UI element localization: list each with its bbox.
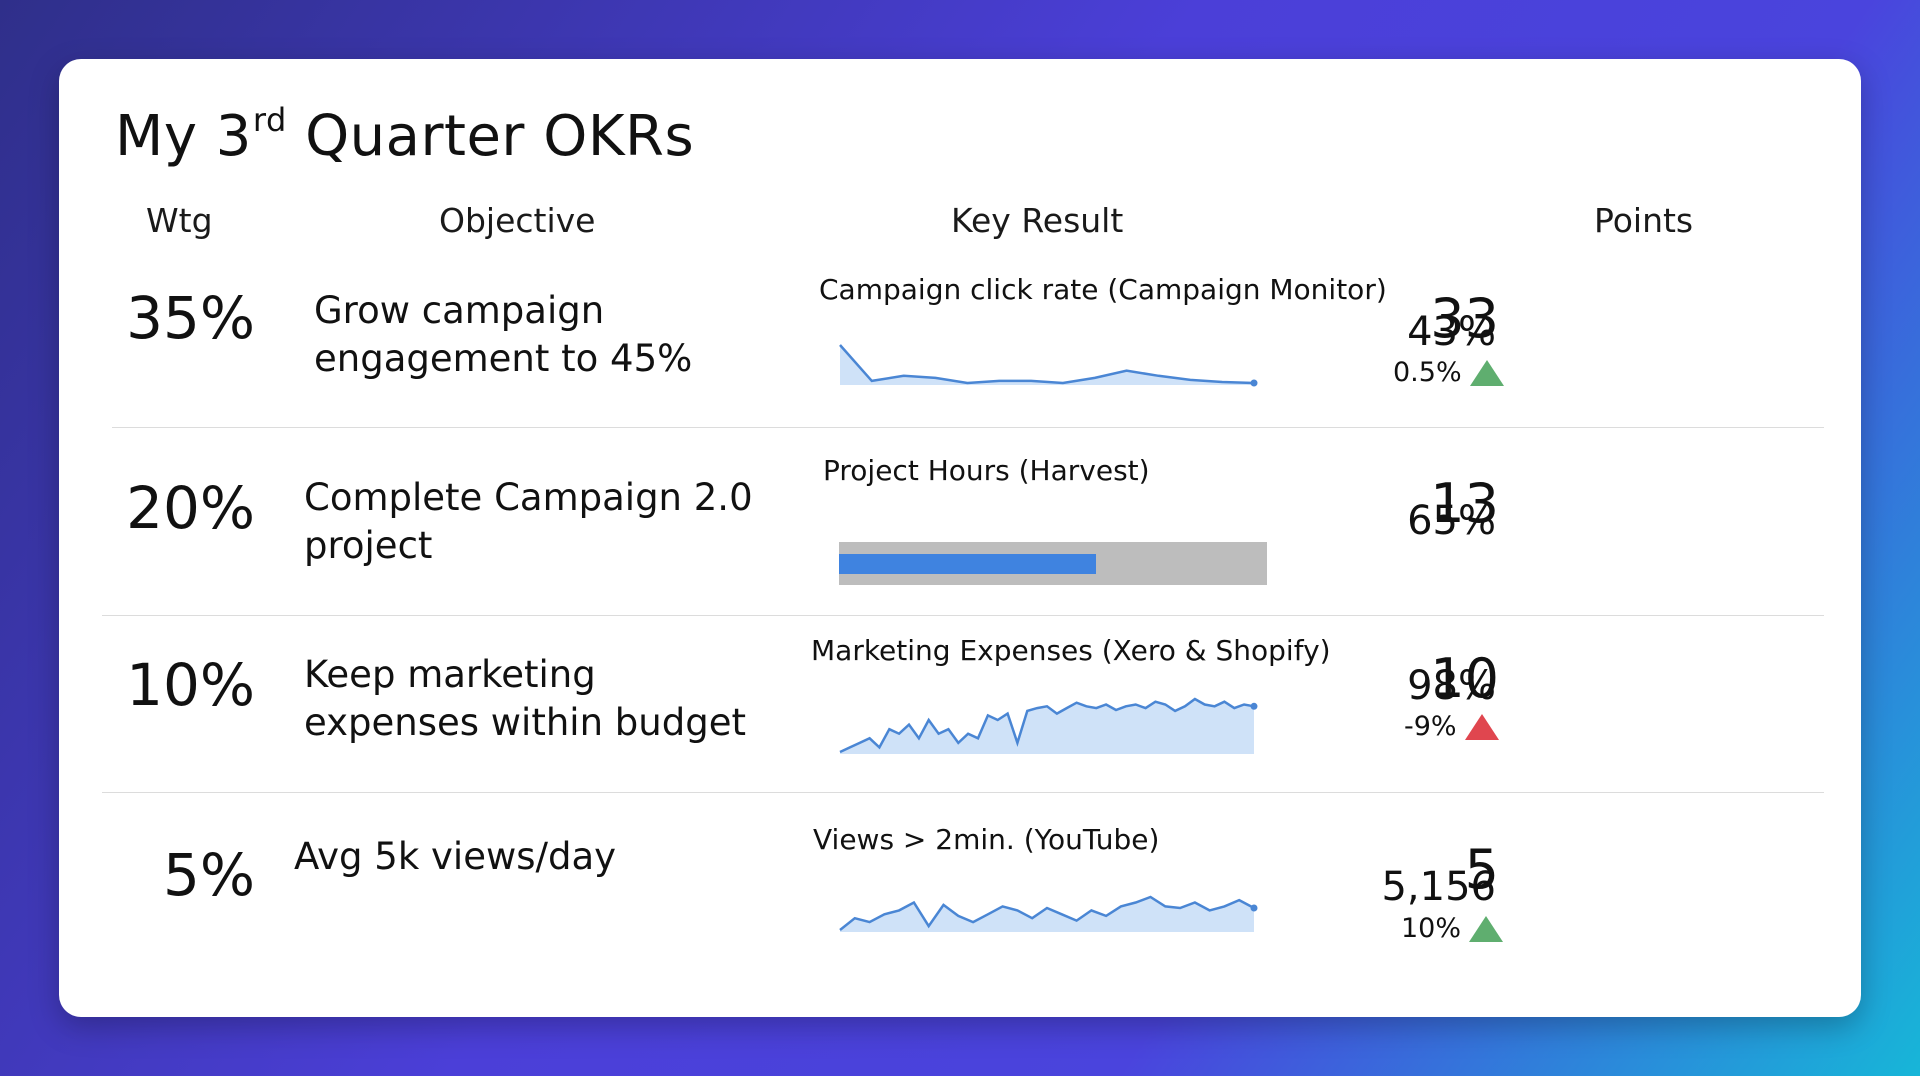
delta-text: 0.5% (1393, 357, 1462, 388)
row-objective: Avg 5k views/day (294, 833, 616, 881)
delta-text: -9% (1404, 711, 1457, 742)
page-title: My 3rd Quarter OKRs (115, 101, 695, 169)
row-divider (102, 615, 1824, 616)
row-objective: Grow campaign engagement to 45% (314, 287, 692, 383)
kr-value: 65% (1407, 498, 1496, 544)
kr-label: Project Hours (Harvest) (823, 454, 1150, 487)
row-divider (112, 427, 1824, 428)
delta-text: 10% (1401, 913, 1462, 944)
title-superscript: rd (252, 101, 287, 139)
row-weight: 10% (126, 651, 255, 719)
row-weight: 20% (126, 474, 255, 542)
objective-line-1: Grow campaign (314, 289, 605, 332)
row-points: 33 (1430, 287, 1499, 350)
kr-delta: -9% (1404, 711, 1499, 742)
kr-label: Campaign click rate (Campaign Monitor) (819, 273, 1387, 306)
progress-fill (839, 554, 1096, 574)
header-objective: Objective (439, 201, 596, 240)
progress-track (839, 542, 1267, 585)
triangle-up-icon (1469, 915, 1504, 942)
objective-line-2: expenses within budget (304, 701, 746, 744)
sparkline-chart (839, 697, 1258, 754)
kr-value: 98% (1407, 663, 1496, 709)
sparkline-end-point (1250, 702, 1258, 710)
header-wtg: Wtg (146, 201, 213, 240)
okr-card: My 3rd Quarter OKRs Wtg Objective Key Re… (59, 59, 1861, 1017)
row-points: 13 (1430, 472, 1499, 535)
sparkline-chart (839, 344, 1258, 387)
kr-value: 5,156 (1381, 864, 1496, 910)
sparkline-end-point (1250, 379, 1258, 387)
triangle-up-icon (1469, 359, 1504, 386)
kr-delta: 0.5% (1393, 357, 1504, 388)
objective-line-2: engagement to 45% (314, 337, 693, 380)
row-objective: Complete Campaign 2.0 project (304, 474, 753, 570)
sparkline-area (840, 699, 1254, 754)
sparkline-end-point (1250, 904, 1258, 912)
sparkline-chart (839, 895, 1258, 932)
row-points: 5 (1464, 838, 1499, 901)
row-weight: 35% (126, 284, 255, 352)
header-key-result: Key Result (951, 201, 1124, 240)
triangle-up-icon (1464, 713, 1499, 740)
row-weight: 5% (162, 841, 255, 909)
objective-line-2: project (304, 524, 433, 567)
row-objective: Keep marketing expenses within budget (304, 651, 746, 747)
kr-label: Views > 2min. (YouTube) (813, 823, 1160, 856)
objective-line-1: Complete Campaign 2.0 (304, 476, 753, 519)
kr-value: 43% (1407, 309, 1496, 355)
sparkline-area (840, 897, 1254, 932)
objective-line-1: Avg 5k views/day (294, 835, 617, 878)
row-divider (102, 792, 1824, 793)
header-points: Points (1594, 201, 1694, 240)
kr-delta: 10% (1401, 913, 1504, 944)
kr-label: Marketing Expenses (Xero & Shopify) (811, 634, 1331, 667)
objective-line-1: Keep marketing (304, 653, 596, 696)
sparkline-line (839, 697, 1255, 754)
sparkline-line (839, 895, 1255, 931)
row-points: 10 (1430, 647, 1499, 710)
sparkline-line (839, 344, 1255, 385)
